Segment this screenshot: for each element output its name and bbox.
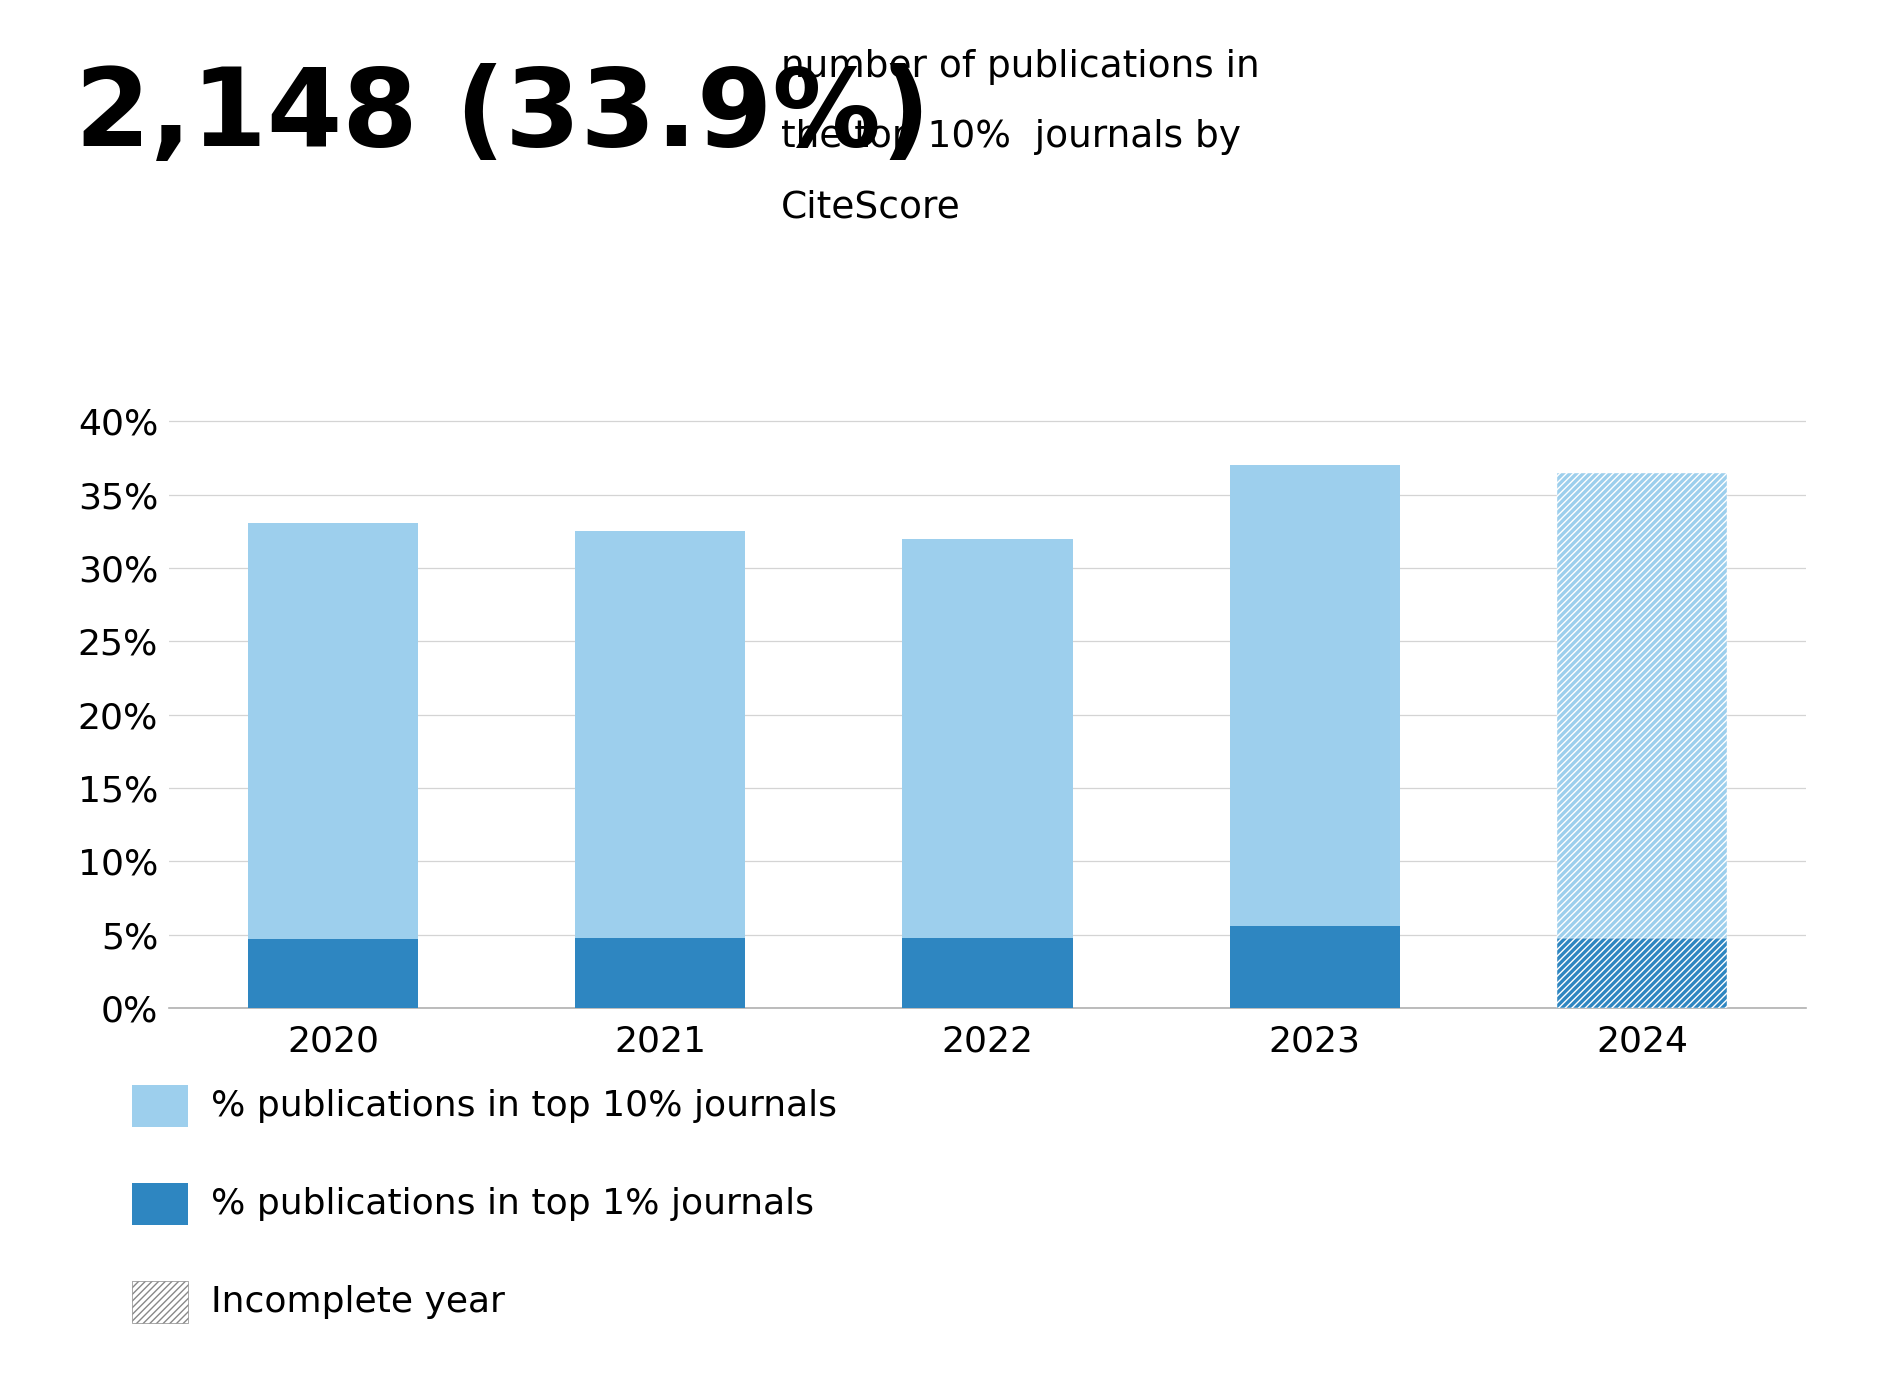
Bar [575, 938, 744, 1008]
Bar [1557, 473, 1726, 938]
Text: % publications in top 1% journals: % publications in top 1% journals [211, 1187, 814, 1221]
Text: number of publications in: number of publications in [780, 49, 1258, 85]
Bar [1557, 938, 1726, 1008]
Text: Incomplete year: Incomplete year [211, 1285, 504, 1319]
Bar [575, 532, 744, 938]
Text: 2,148 (33.9%): 2,148 (33.9%) [75, 63, 931, 169]
Text: CiteScore: CiteScore [780, 189, 961, 225]
Bar [902, 938, 1072, 1008]
Text: the top 10%  journals by: the top 10% journals by [780, 119, 1241, 155]
Text: % publications in top 10% journals: % publications in top 10% journals [211, 1089, 837, 1123]
Bar [1230, 925, 1399, 1008]
Bar [248, 522, 417, 939]
Bar [902, 539, 1072, 938]
Bar [1230, 465, 1399, 925]
Bar [248, 939, 417, 1008]
